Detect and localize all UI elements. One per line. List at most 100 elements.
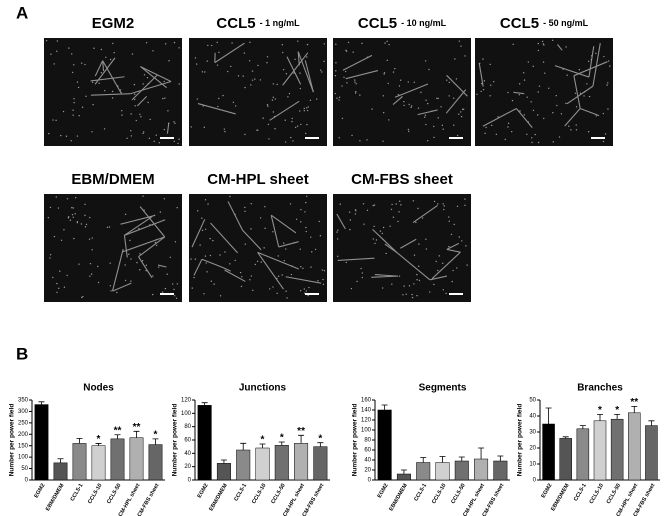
cell [442, 262, 444, 265]
micrograph [189, 194, 327, 302]
cell [177, 142, 179, 145]
cell [560, 113, 563, 115]
cell [272, 231, 274, 233]
cell [145, 42, 148, 44]
cell [543, 117, 545, 120]
cell [433, 283, 435, 286]
error-bar [400, 469, 407, 474]
cell [169, 256, 171, 258]
bar [313, 446, 328, 481]
cell [45, 39, 48, 42]
cell [351, 134, 353, 137]
cell [555, 94, 557, 97]
cell [339, 203, 341, 205]
cell [458, 113, 460, 115]
cell [479, 62, 481, 65]
cell [231, 42, 233, 44]
cell [361, 276, 364, 279]
cell [451, 280, 453, 283]
cell [534, 133, 536, 136]
cell [149, 118, 151, 121]
cell [276, 292, 278, 295]
cell [284, 141, 287, 143]
cell [108, 226, 111, 228]
vessel [412, 205, 438, 224]
cell [259, 79, 262, 81]
cell [76, 135, 79, 137]
bar [416, 462, 431, 481]
image-label: CM-HPL sheet [207, 171, 308, 188]
network [336, 205, 461, 281]
y-tick-label: 50 [529, 398, 536, 404]
cell [194, 258, 197, 260]
x-tick-label: EBM/DMEM [45, 482, 66, 512]
cell [59, 270, 61, 272]
cell [303, 107, 305, 110]
vessel [554, 65, 590, 78]
y-tick-label: 150 [18, 443, 29, 449]
cell [319, 69, 322, 71]
cell [173, 41, 176, 44]
cell [207, 44, 209, 47]
x-tick-label: CCL5-1 [573, 483, 588, 503]
error-bar [562, 436, 569, 439]
cell [360, 267, 362, 270]
y-tick-label: 350 [18, 398, 29, 404]
cell [407, 81, 409, 83]
cell [438, 255, 440, 257]
cell [173, 140, 175, 143]
cell [276, 277, 278, 280]
cell [305, 132, 307, 135]
cell [249, 279, 251, 281]
x-tick-label: CCL5-10 [589, 483, 605, 505]
cell [316, 98, 318, 100]
cell [244, 243, 247, 245]
cell [497, 116, 499, 118]
x-tick-label: CCL5-10 [251, 483, 267, 505]
cell [583, 95, 585, 97]
micrograph [44, 194, 182, 302]
x-tick-label: EGM2 [377, 483, 390, 500]
cell [289, 203, 292, 205]
cell [136, 261, 138, 264]
cell [531, 137, 533, 139]
cell [155, 134, 157, 136]
cell [322, 283, 325, 285]
cell [175, 297, 178, 299]
cell [152, 50, 154, 52]
cell [204, 199, 207, 201]
cell [466, 264, 468, 266]
bar [53, 462, 68, 481]
cell [112, 42, 114, 45]
cell [163, 128, 166, 131]
cell [386, 59, 389, 62]
cell [105, 56, 107, 58]
y-tick-label: 160 [361, 398, 372, 404]
cell [334, 75, 337, 77]
cell [418, 243, 420, 245]
cell [537, 114, 539, 116]
cell [293, 242, 295, 244]
cell [485, 126, 487, 129]
cell [65, 135, 68, 137]
cell [78, 263, 80, 265]
cell [49, 257, 51, 259]
cell [425, 99, 427, 101]
error-bar [114, 434, 121, 439]
cell [171, 283, 174, 285]
cell [425, 248, 428, 250]
cell [518, 83, 521, 85]
cell [437, 117, 439, 119]
cell [229, 195, 231, 198]
cell [511, 130, 513, 133]
cell [482, 58, 484, 60]
cell [306, 123, 308, 126]
error-bar [201, 402, 208, 406]
cell [448, 245, 450, 248]
cell [237, 75, 240, 77]
cell [361, 42, 363, 45]
cell [541, 40, 544, 43]
cell [607, 82, 609, 84]
cell [133, 98, 136, 101]
